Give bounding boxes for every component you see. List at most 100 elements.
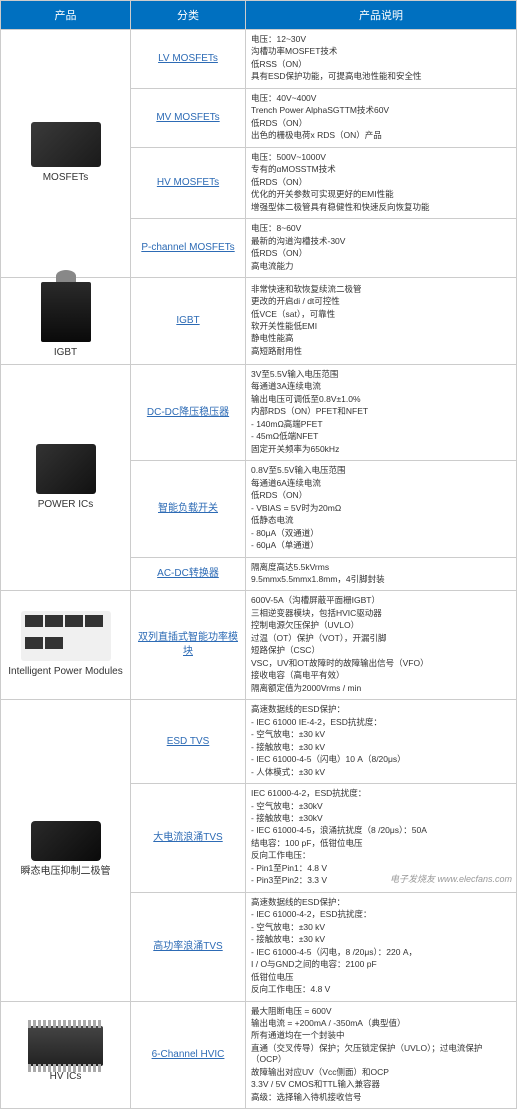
description-line: 隔离度高达5.5kVrms (251, 562, 511, 573)
category-link[interactable]: ESD TVS (167, 736, 210, 747)
description-line: 高电流能力 (251, 261, 511, 272)
description-line: 接收电容（高电平有效） (251, 670, 511, 681)
table-body: MOSFETs LV MOSFETs 电压：12~30V沟槽功率MOSFET技术低R… (1, 30, 517, 1109)
description-cell: 3V至5.5V输入电压范围每通道3A连续电流输出电压可调低至0.8V±1.0%内… (246, 364, 517, 460)
description-line: 沟槽功率MOSFET技术 (251, 46, 511, 57)
description-line: 隔离额定值为2000Vrms / min (251, 683, 511, 694)
header-description: 产品说明 (246, 1, 517, 30)
description-line: 反向工作电压： (251, 850, 511, 861)
header-category: 分类 (131, 1, 246, 30)
product-cell: Intelligent Power Modules (1, 591, 131, 700)
description-line: 电压：12~30V (251, 34, 511, 45)
category-cell: P-channel MOSFETs (131, 219, 246, 278)
product-cell: 瞬态电压抑制二极管 (1, 700, 131, 1001)
description-line: 600V-5A（沟槽屏蔽平面栅IGBT） (251, 595, 511, 606)
description-line: - IEC 61000-4-5，浪涌抗扰度（8 /20μs）：50A (251, 825, 511, 836)
description-cell: 最大阻断电压 = 600V输出电流 = +200mA / -350mA（典型值）… (246, 1001, 517, 1109)
description-cell: 非常快速和软恢复续流二极管更改的开启di / dt可控性低VCE（sat），可靠… (246, 277, 517, 364)
header-product: 产品 (1, 1, 131, 30)
description-line: - IEC 61000-4-2，ESD抗扰度： (251, 909, 511, 920)
category-cell: HV MOSFETs (131, 147, 246, 218)
product-cell: MOSFETs (1, 30, 131, 278)
description-line: 输出电流 = +200mA / -350mA（典型值） (251, 1018, 511, 1029)
category-cell: MV MOSFETs (131, 88, 246, 147)
description-line: 三相逆变器模块，包括HVIC驱动器 (251, 608, 511, 619)
chip-image (21, 611, 111, 661)
product-label: HV ICs (6, 1070, 125, 1084)
description-line: 9.5mmx5.5mmx1.8mm，4引脚封装 (251, 574, 511, 585)
chip-image (36, 444, 96, 494)
product-label: Intelligent Power Modules (6, 665, 125, 679)
product-label: IGBT (6, 346, 125, 360)
category-link[interactable]: AC-DC转换器 (157, 568, 219, 579)
watermark: 电子发烧友 www.elecfans.com (390, 872, 512, 885)
category-link[interactable]: 双列直插式智能功率模块 (138, 632, 238, 657)
description-cell: 电压：40V~400VTrench Power AlphaSGTTM技术60V低… (246, 88, 517, 147)
description-line: - 接触放电：±30 kV (251, 934, 511, 945)
category-link[interactable]: DC-DC降压稳压器 (147, 407, 229, 418)
description-cell: 600V-5A（沟槽屏蔽平面栅IGBT）三相逆变器模块，包括HVIC驱动器控制电… (246, 591, 517, 700)
category-cell: 6-Channel HVIC (131, 1001, 246, 1109)
description-cell: 电压：500V~1000V专有的αMOSSTM技术低RDS（ON）优化的开关参数… (246, 147, 517, 218)
category-link[interactable]: P-channel MOSFETs (141, 242, 234, 253)
description-line: 高短路耐用性 (251, 346, 511, 357)
category-link[interactable]: 高功率浪涌TVS (153, 941, 222, 952)
product-cell: HV ICs (1, 1001, 131, 1109)
chip-image (41, 282, 91, 342)
description-line: 内部RDS（ON）PFET和NFET (251, 406, 511, 417)
category-cell: 高功率浪涌TVS (131, 892, 246, 1001)
description-line: 电压：500V~1000V (251, 152, 511, 163)
category-link[interactable]: LV MOSFETs (158, 53, 218, 64)
description-line: 所有通道均在一个封装中 (251, 1030, 511, 1041)
category-link[interactable]: IGBT (176, 315, 199, 326)
description-cell: 电压：12~30V沟槽功率MOSFET技术低RSS（ON）具有ESD保护功能，可… (246, 30, 517, 89)
description-line: 过温（OT）保护（VOT），开漏引脚 (251, 633, 511, 644)
chip-image (28, 1026, 103, 1066)
header-row: 产品 分类 产品说明 (1, 1, 517, 30)
description-line: - 60μA（单通道） (251, 540, 511, 551)
description-line: - IEC 61000-4-5（闪电）10 A（8/20μs） (251, 754, 511, 765)
description-line: 固定开关频率为650kHz (251, 444, 511, 455)
product-label: MOSFETs (6, 171, 125, 185)
table-row: HV ICs 6-Channel HVIC 最大阻断电压 = 600V输出电流 = … (1, 1001, 517, 1109)
category-link[interactable]: MV MOSFETs (156, 112, 219, 123)
category-link[interactable]: 大电流浪涌TVS (153, 832, 222, 843)
description-line: 0.8V至5.5V输入电压范围 (251, 465, 511, 476)
description-line: 更改的开启di / dt可控性 (251, 296, 511, 307)
description-line: 电压：8~60V (251, 223, 511, 234)
description-line: 低RDS（ON） (251, 248, 511, 259)
product-label: POWER ICs (6, 498, 125, 512)
description-line: 输出电压可调低至0.8V±1.0% (251, 394, 511, 405)
category-link[interactable]: HV MOSFETs (157, 177, 219, 188)
table-row: Intelligent Power Modules 双列直插式智能功率模块 600V… (1, 591, 517, 700)
description-line: 具有ESD保护功能，可提高电池性能和安全性 (251, 71, 511, 82)
description-line: 出色的栅极电荷x RDS（ON）产品 (251, 130, 511, 141)
description-line: 低RDS（ON） (251, 118, 511, 129)
description-line: I / O与GND之间的电容：2100 pF (251, 959, 511, 970)
description-line: - VBIAS = 5V时为20mΩ (251, 503, 511, 514)
description-line: 软开关性能低EMI (251, 321, 511, 332)
category-cell: IGBT (131, 277, 246, 364)
table-row: 瞬态电压抑制二极管ESD TVS高速数据线的ESD保护：- IEC 61000 … (1, 700, 517, 784)
category-cell: AC-DC转换器 (131, 557, 246, 591)
product-cell: IGBT (1, 277, 131, 364)
description-line: - IEC 61000 IE-4-2，ESD抗扰度： (251, 717, 511, 728)
description-line: 高速数据线的ESD保护： (251, 704, 511, 715)
description-cell: 电压：8~60V最新的沟道沟槽技术-30V低RDS（ON）高电流能力 (246, 219, 517, 278)
description-line: IEC 61000-4-2，ESD抗扰度： (251, 788, 511, 799)
category-cell: 大电流浪涌TVS (131, 784, 246, 893)
description-line: 高速数据线的ESD保护： (251, 897, 511, 908)
category-link[interactable]: 6-Channel HVIC (152, 1049, 225, 1060)
description-line: - 接触放电：±30 kV (251, 742, 511, 753)
category-cell: DC-DC降压稳压器 (131, 364, 246, 460)
description-line: 增强型体二极管具有稳健性和快速反向恢复功能 (251, 202, 511, 213)
description-line: - 空气放电：±30 kV (251, 729, 511, 740)
description-line: 3V至5.5V输入电压范围 (251, 369, 511, 380)
description-line: 低RSS（ON） (251, 59, 511, 70)
table-row: POWER ICsDC-DC降压稳压器3V至5.5V输入电压范围每通道3A连续电… (1, 364, 517, 460)
category-link[interactable]: 智能负载开关 (158, 503, 218, 514)
description-line: - 空气放电：±30 kV (251, 922, 511, 933)
description-line: - 接触放电：±30kV (251, 813, 511, 824)
description-line: 低钳位电压 (251, 972, 511, 983)
description-line: 专有的αMOSSTM技术 (251, 164, 511, 175)
